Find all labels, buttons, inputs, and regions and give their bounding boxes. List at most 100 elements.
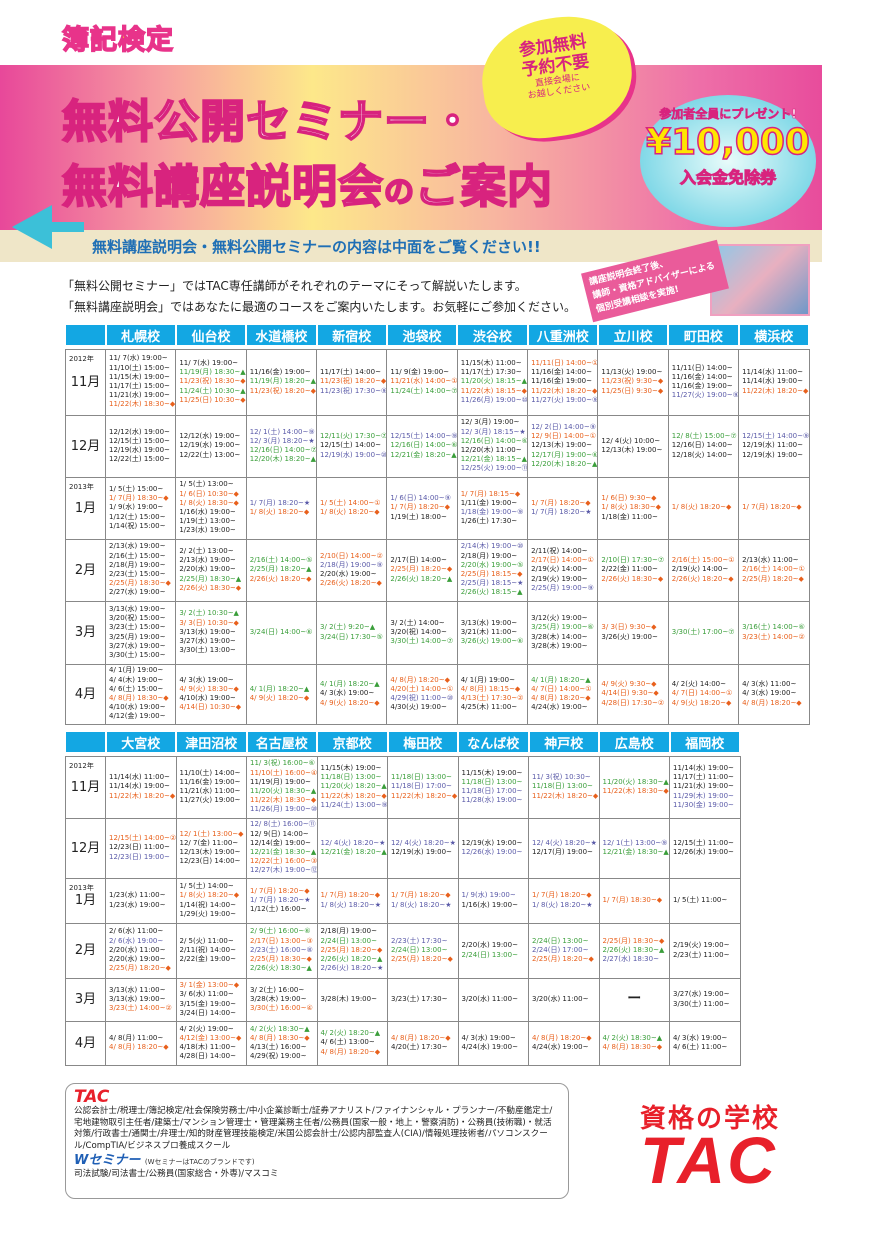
session-entry: 2/16(土) 15:00~① xyxy=(671,556,735,565)
session-entry: 3/ 2(土) 14:00~ xyxy=(390,618,445,627)
schedule-cell: 1/ 5(土) 13:00~ 1/ 6(日) 10:30~◆ 1/ 8(火) 18:… xyxy=(175,476,247,540)
session-entry: 4/ 8(月) 18:30~◆ xyxy=(250,1033,310,1042)
session-entry: 4/ 2(火) 18:30~▲ xyxy=(602,1033,663,1042)
schedule-cell: 4/ 1(月) 18:20~▲ 4/ 3(水) 19:00~ 4/ 9(火) 18:… xyxy=(316,663,388,725)
schedule-cell: 2/13(水) 19:00~ 2/16(土) 15:00~ 2/18(月) 19:0… xyxy=(104,538,177,602)
school-header: 梅田校 xyxy=(387,732,459,752)
session-entry: 4/ 4(木) 19:00~ xyxy=(109,675,164,684)
session-entry: 1/ 6(日) 10:30~◆ xyxy=(179,489,239,498)
schedule-cell: 4/ 8(月) 18:20~◆ 4/24(水) 19:00~ xyxy=(528,1020,600,1066)
session-entry: 12/20(木) 11:00~ xyxy=(460,446,522,454)
session-entry: 4/ 3(水) 19:00~ xyxy=(179,675,234,684)
month-row: 12月 12/12(水) 19:00~ 12/15(土) 15:00~ 12/19(水… xyxy=(65,414,810,478)
session-entry: 12/19(水) 19:00~ xyxy=(742,450,803,459)
session-entry: 12/15(土) 11:00~ xyxy=(673,838,734,847)
session-entry: 3/ 2(土) 16:00~ xyxy=(250,985,305,994)
session-entry: 1/ 7(月) 18:20~★ xyxy=(531,508,592,516)
title-main: 無料講座説明会 xyxy=(61,159,385,214)
year-label: 2012年 xyxy=(69,354,94,363)
schedule-cell: 2/ 5(火) 11:00~ 2/11(祝) 14:00~ 2/22(金) 19:0… xyxy=(175,922,247,979)
month-label: 1月 xyxy=(74,893,97,908)
session-entry: 11/17(土) 14:00~ xyxy=(320,368,381,377)
session-entry: 3/30(土) 13:00~ xyxy=(179,646,236,655)
header-corner xyxy=(65,325,107,345)
session-entry: 2/ 5(火) 11:00~ xyxy=(179,936,234,945)
session-entry: 1/23(水) 19:00~ xyxy=(109,900,166,909)
schedule-cell: 11/18(日) 13:00~ 11/18(日) 17:00~ 11/22(木) 1… xyxy=(387,755,459,819)
session-entry: 1/26(土) 17:30~ xyxy=(460,517,518,526)
session-entry: 12/ 1(土) 13:00~◆ xyxy=(179,829,244,838)
schedule-cell: 3/ 1(金) 13:00~◆ 3/ 6(水) 11:00~ 3/15(金) 19:… xyxy=(175,977,247,1022)
session-entry: 4/ 1(月) 18:20~▲ xyxy=(249,684,310,693)
session-entry: 1/ 7(月) 18:20~◆ xyxy=(742,503,802,512)
session-entry: 3/23(土) 14:00~② xyxy=(109,1004,172,1013)
schedule-cell: 11/ 3(祝) 10:30~ 11/18(日) 13:00~ 11/22(木) 1… xyxy=(528,755,600,819)
month-cell: 3月 xyxy=(65,977,106,1022)
session-entry: 11/16(金) 19:00~ xyxy=(179,777,241,786)
session-entry: 2/24(日) 17:00~ xyxy=(532,945,589,954)
month-row: 2月 2/ 6(水) 11:00~ 2/ 6(水) 19:00~ 2/20(水) 11… xyxy=(65,922,741,979)
session-entry: 4/ 2(火) 19:00~ xyxy=(179,1024,234,1033)
session-entry: 12/13(木) 19:00~ xyxy=(179,848,241,856)
session-entry: 12/21(金) 18:20~▲ xyxy=(320,848,387,856)
session-entry: 11/14(水) 11:00~ xyxy=(742,368,803,377)
session-entry: 11/20(火) 18:30~▲ xyxy=(250,787,317,795)
month-cell: 2013年 1月 xyxy=(65,877,106,924)
schedule-cell: 12/15(土) 14:00~② 12/23(日) 11:00~ 12/23(日) … xyxy=(105,817,177,879)
session-entry: 12/16(日) 14:00~⑦ xyxy=(249,446,317,454)
session-entry: 1/ 6(日) 14:00~⑨ xyxy=(390,494,451,503)
session-entry: 11/25(日) 10:30~◆ xyxy=(179,395,246,404)
schedule-cell: 11/15(木) 19:00~ 11/18(日) 13:00~ 11/18(日) 1… xyxy=(457,755,529,819)
session-entry: 11/22(木) 18:15~◆ xyxy=(460,386,527,395)
month-label: 4月 xyxy=(74,1035,97,1051)
session-entry: 4/28(日) 17:30~② xyxy=(601,698,665,707)
session-entry: 11/27(火) 19:00~ xyxy=(179,796,241,805)
title-line-2: 無料講座説明会のご案内 xyxy=(61,150,554,215)
session-entry: 1/ 8(火) 18:30~◆ xyxy=(179,498,239,507)
session-entry: 12/ 1(土) 13:00~⑨ xyxy=(602,838,668,847)
session-entry: 3/26(火) 19:00~⑥ xyxy=(460,637,524,646)
session-entry: 2/18(月) 19:00~ xyxy=(320,927,377,936)
session-entry: 12/21(金) 18:15~▲ xyxy=(460,455,527,464)
schedule-cell: 12/ 1(土) 13:00~⑨ 12/21(金) 18:30~▲ xyxy=(598,817,670,879)
session-entry: 12/ 4(火) 18:20~★ xyxy=(532,838,597,847)
schedule-cell: 1/ 5(土) 14:00~ 1/ 8(火) 18:20~◆ 1/14(祝) 14:… xyxy=(175,877,247,924)
intro-text: 「無料公開セミナー」ではTAC専任講師がそれぞれのテーマにそって解説いたします。… xyxy=(62,276,576,318)
schedule-cell: 11/20(火) 18:30~▲ 11/22(木) 18:30~◆ xyxy=(598,755,670,819)
schedule-cell: 1/ 5(土) 15:00~ 1/ 7(月) 18:30~◆ 1/ 9(水) 19:… xyxy=(104,476,177,540)
session-entry: 2/16(土) 15:00~ xyxy=(109,551,166,560)
session-entry: 12/19(水) 19:00~ xyxy=(391,848,452,856)
session-entry: 2/26(火) 18:30~◆ xyxy=(179,583,242,592)
session-entry: 11/23(祝) 18:30~◆ xyxy=(179,377,246,386)
session-entry: 3/30(土) 16:00~④ xyxy=(250,1004,313,1013)
schedule-cell: 2/ 2(土) 13:00~ 2/13(水) 19:00~ 2/20(水) 19:0… xyxy=(175,538,247,602)
session-entry: 1/ 7(月) 18:30~◆ xyxy=(109,494,169,503)
session-entry: 3/24(日) 14:00~⑥ xyxy=(249,627,313,636)
month-cell: 2月 xyxy=(65,922,106,979)
schedule-cell: 1/ 8(火) 18:20~◆ xyxy=(667,476,740,540)
session-entry: 4/ 7(日) 14:00~① xyxy=(531,684,592,693)
school-header: 神戸校 xyxy=(528,732,600,752)
session-entry: 12/20(木) 18:20~▲ xyxy=(249,455,316,464)
schedule-cell: 12/ 4(火) 18:20~★ 12/19(水) 19:00~ xyxy=(387,817,459,879)
session-entry: 11/17(土) 11:00~ xyxy=(673,773,734,782)
session-entry: 11/ 9(金) 19:00~ xyxy=(390,368,450,377)
session-entry: 2/17(日) 14:00~ xyxy=(390,556,447,565)
session-entry: 2/ 2(土) 13:00~ xyxy=(179,546,234,555)
session-entry: 11/25(日) 9:30~◆ xyxy=(601,386,664,395)
session-entry: 3/24(日) 14:00~ xyxy=(179,1008,236,1017)
school-header: 水道橋校 xyxy=(246,325,318,345)
session-entry: 11/29(木) 19:00~ xyxy=(673,791,734,800)
session-entry: 2/25(月) 18:30~◆ xyxy=(109,579,171,588)
schedule-cell: 12/ 1(土) 13:00~◆ 12/ 7(金) 11:00~ 12/13(木) … xyxy=(175,817,247,879)
session-entry: 4/ 3(水) 19:00~ xyxy=(742,689,797,698)
schedule-cell: 2/ 9(土) 16:00~⑥ 2/17(日) 13:00~③ 2/23(土) 16… xyxy=(246,922,318,979)
session-entry: 4/29(祝) 19:00~ xyxy=(250,1052,307,1061)
schedule-cell: 11/11(日) 14:00~① 11/16(金) 14:00~ 11/16(金) … xyxy=(527,348,599,416)
schedule-cell: 1/ 6(日) 9:30~◆ 1/ 8(火) 18:30~◆ 1/18(金) 11:… xyxy=(597,476,669,540)
session-entry: 3/28(木) 14:00~ xyxy=(531,632,588,641)
session-entry: 3/27(水) 19:00~ xyxy=(179,637,236,646)
session-entry: 2/26(火) 18:20~◆ xyxy=(320,579,382,588)
schedule-cell: 4/ 2(火) 18:20~▲ 4/ 6(土) 13:00~ 4/ 8(月) 18:… xyxy=(316,1020,388,1066)
title-end: ご案内 xyxy=(414,159,554,214)
